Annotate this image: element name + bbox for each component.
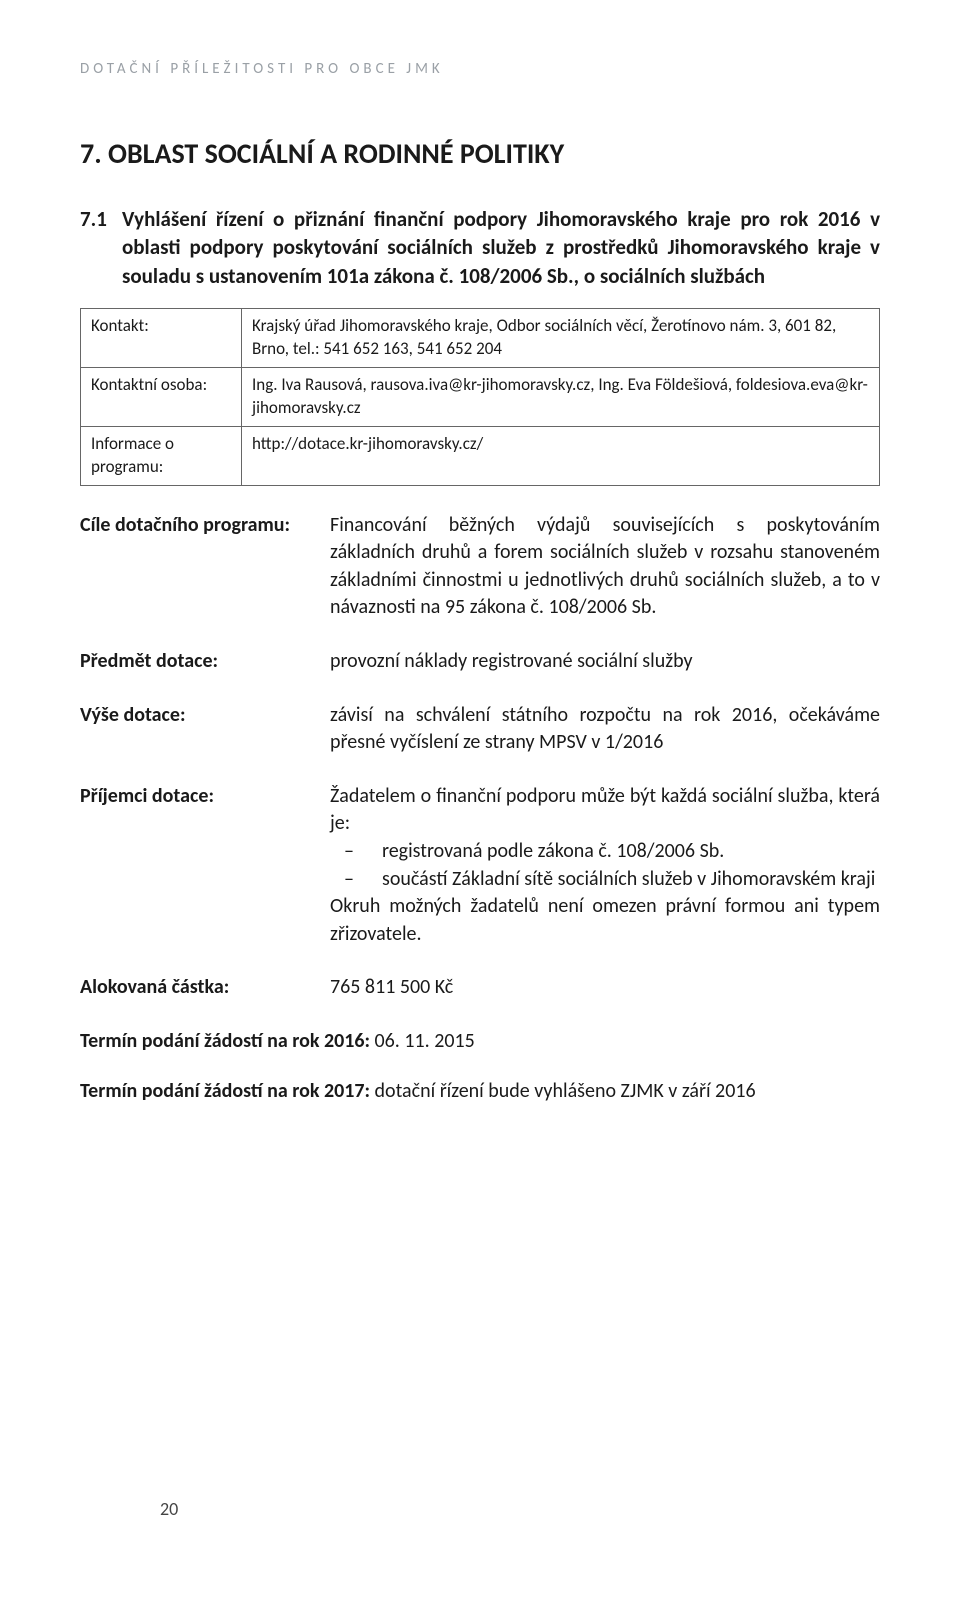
section-title: 7. OBLAST SOCIÁLNÍ A RODINNÉ POLITIKY: [80, 136, 880, 171]
table-row: Informace o programu: http://dotace.kr-j…: [81, 426, 880, 485]
table-row: Kontakt: Krajský úřad Jihomoravského kra…: [81, 309, 880, 368]
field-cile: Cíle dotačního programu: Financování běž…: [80, 512, 880, 622]
contact-label: Kontakt:: [81, 309, 242, 368]
deadline-2016: Termín podání žádostí na rok 2016: 06. 1…: [80, 1028, 880, 1056]
subsection-title: 7.1 Vyhlášení řízení o přiznání finanční…: [80, 205, 880, 290]
prijemci-outro: Okruh možných žadatelů není omezen právn…: [330, 893, 880, 948]
bullet-dash-icon: –: [330, 838, 382, 866]
field-alokace: Alokovaná částka: 765 811 500 Kč: [80, 974, 880, 1002]
prijemci-intro: Žadatelem o finanční podporu může být ka…: [330, 783, 880, 838]
field-value: Žadatelem o finanční podporu může být ka…: [330, 783, 880, 949]
deadline-label: Termín podání žádostí na rok 2017:: [80, 1079, 370, 1103]
contact-person-label: Kontaktní osoba:: [81, 367, 242, 426]
field-label: Příjemci dotace:: [80, 783, 330, 949]
bullet-text: registrovaná podle zákona č. 108/2006 Sb…: [382, 838, 724, 866]
info-label: Informace o programu:: [81, 426, 242, 485]
field-predmet: Předmět dotace: provozní náklady registr…: [80, 648, 880, 676]
content-block: Cíle dotačního programu: Financování běž…: [80, 512, 880, 1106]
subsection-title-text: Vyhlášení řízení o přiznání finanční pod…: [122, 205, 880, 290]
field-prijemci: Příjemci dotace: Žadatelem o finanční po…: [80, 783, 880, 949]
field-value: provozní náklady registrované sociální s…: [330, 648, 880, 676]
contact-table: Kontakt: Krajský úřad Jihomoravského kra…: [80, 308, 880, 486]
info-value: http://dotace.kr-jihomoravsky.cz/: [242, 426, 880, 485]
field-vyse: Výše dotace: závisí na schválení státníh…: [80, 702, 880, 757]
deadline-value: 06. 11. 2015: [370, 1029, 475, 1053]
deadline-2017: Termín podání žádostí na rok 2017: dotač…: [80, 1078, 880, 1106]
bullet-item: – součástí Základní sítě sociálních služ…: [330, 866, 880, 894]
field-label: Alokovaná částka:: [80, 974, 330, 1002]
deadline-label: Termín podání žádostí na rok 2016:: [80, 1029, 370, 1053]
page-number: 20: [160, 1498, 178, 1520]
field-label: Výše dotace:: [80, 702, 330, 757]
field-label: Cíle dotačního programu:: [80, 512, 330, 622]
field-value: 765 811 500 Kč: [330, 974, 880, 1002]
table-row: Kontaktní osoba: Ing. Iva Rausová, rauso…: [81, 367, 880, 426]
contact-person-value: Ing. Iva Rausová, rausova.iva@kr-jihomor…: [242, 367, 880, 426]
subsection-number: 7.1: [80, 205, 122, 233]
section-title-text: OBLAST SOCIÁLNÍ A RODINNÉ POLITIKY: [108, 136, 564, 171]
bullet-dash-icon: –: [330, 866, 382, 894]
field-value: Financování běžných výdajů souvisejících…: [330, 512, 880, 622]
deadline-value: dotační řízení bude vyhlášeno ZJMK v zář…: [370, 1079, 756, 1103]
bullet-item: – registrovaná podle zákona č. 108/2006 …: [330, 838, 880, 866]
bullet-text: součástí Základní sítě sociálních služeb…: [382, 866, 875, 894]
section-number: 7.: [80, 136, 102, 171]
field-label: Předmět dotace:: [80, 648, 330, 676]
contact-value: Krajský úřad Jihomoravského kraje, Odbor…: [242, 309, 880, 368]
running-head: DOTAČNÍ PŘÍLEŽITOSTI PRO OBCE JMK: [80, 60, 880, 78]
field-value: závisí na schválení státního rozpočtu na…: [330, 702, 880, 757]
